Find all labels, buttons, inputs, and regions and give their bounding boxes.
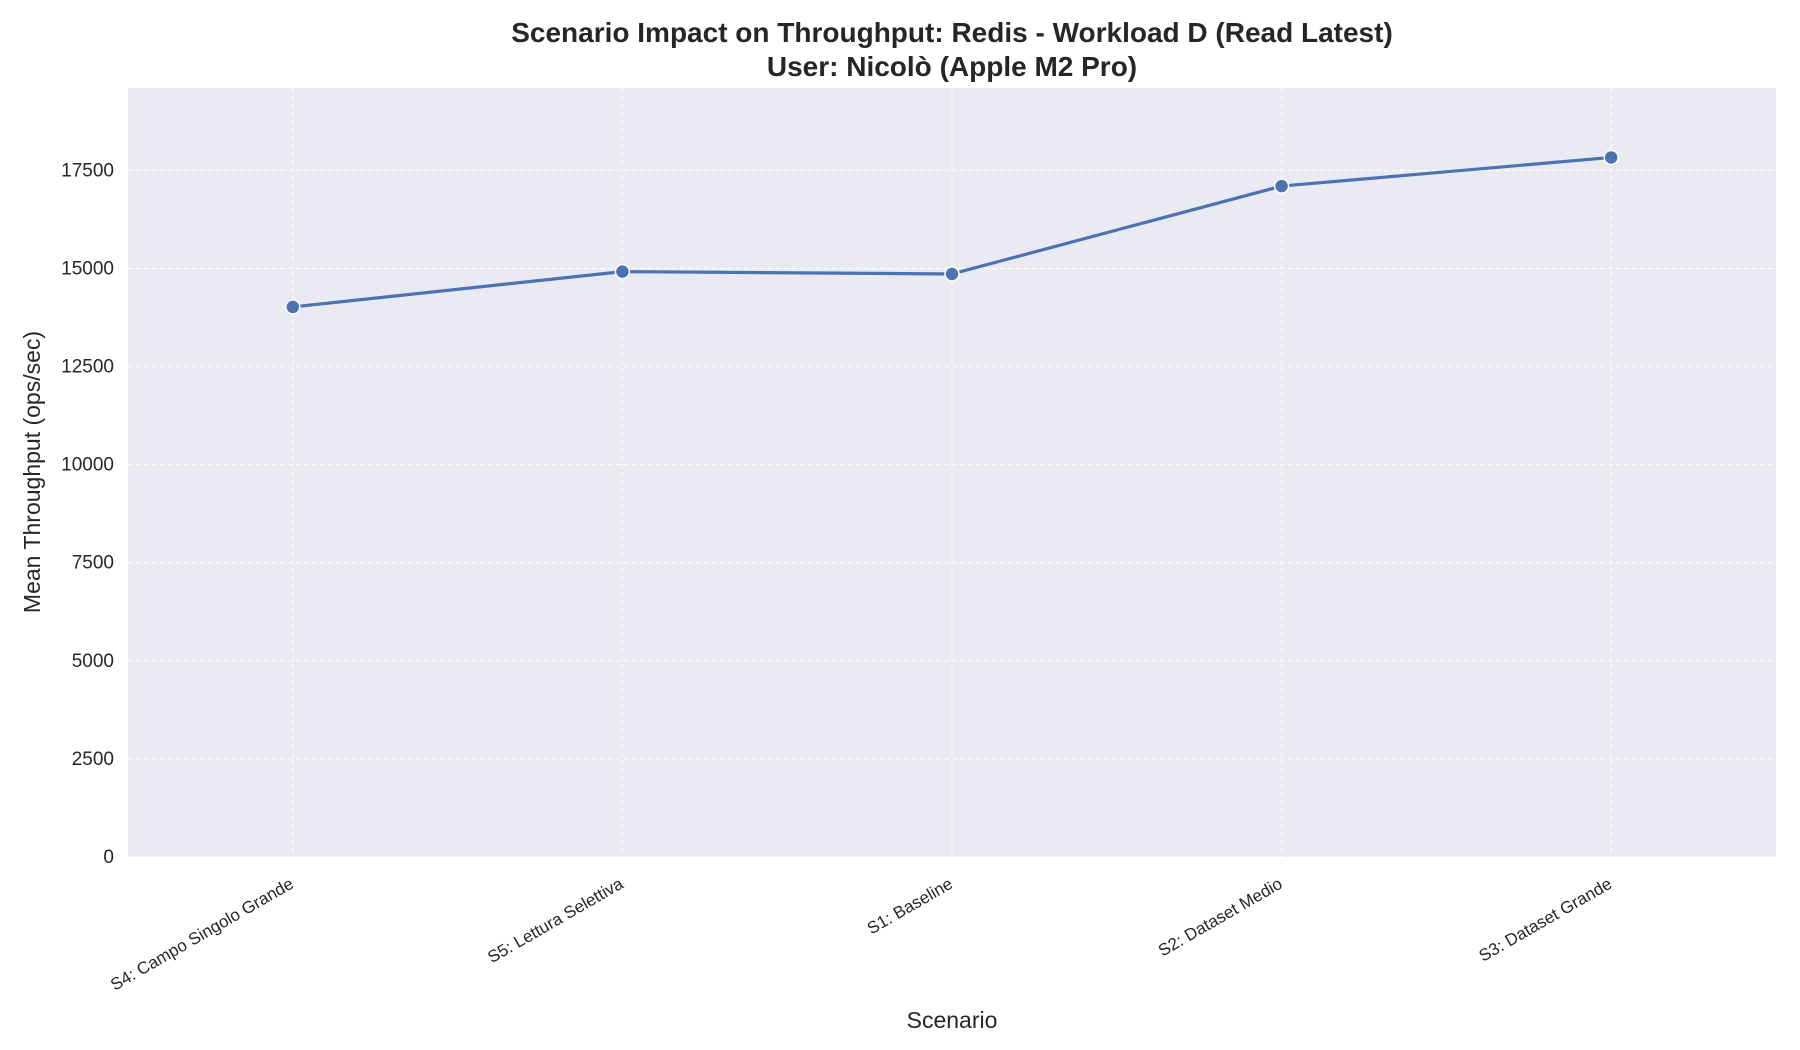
- y-axis-label: Mean Throughput (ops/sec): [19, 331, 45, 613]
- y-axis-ticks: 0 2500 5000 7500 10000 12500 15000 17500: [61, 160, 114, 868]
- chart-title: Scenario Impact on Throughput: Redis - W…: [511, 17, 1393, 48]
- data-point: [1273, 178, 1290, 194]
- x-tick-label: S3: Dataset Grande: [1476, 874, 1616, 966]
- grid: [128, 88, 1776, 858]
- y-tick-label: 5000: [72, 651, 114, 672]
- y-tick-label: 7500: [72, 553, 114, 574]
- chart-subtitle: User: Nicolò (Apple M2 Pro): [767, 51, 1137, 82]
- y-tick-label: 17500: [61, 160, 114, 181]
- series: [285, 149, 1619, 315]
- y-tick-label: 15000: [61, 258, 114, 279]
- x-tick-label: S5: Lettura Selettiva: [484, 874, 627, 967]
- y-tick-label: 0: [103, 847, 114, 868]
- x-axis-ticks: S4: Campo Singolo Grande S5: Lettura Sele…: [107, 874, 1615, 995]
- x-axis-label: Scenario: [907, 1007, 998, 1033]
- x-tick-label: S1: Baseline: [864, 874, 956, 938]
- x-tick-label: S4: Campo Singolo Grande: [107, 874, 297, 994]
- data-point: [614, 263, 631, 280]
- data-point: [944, 266, 960, 282]
- data-point: [1603, 149, 1619, 166]
- x-tick-label: S2: Dataset Medio: [1155, 874, 1286, 960]
- data-point: [285, 299, 301, 315]
- y-tick-label: 10000: [61, 455, 114, 476]
- y-tick-label: 12500: [61, 357, 114, 378]
- y-tick-label: 2500: [72, 749, 114, 770]
